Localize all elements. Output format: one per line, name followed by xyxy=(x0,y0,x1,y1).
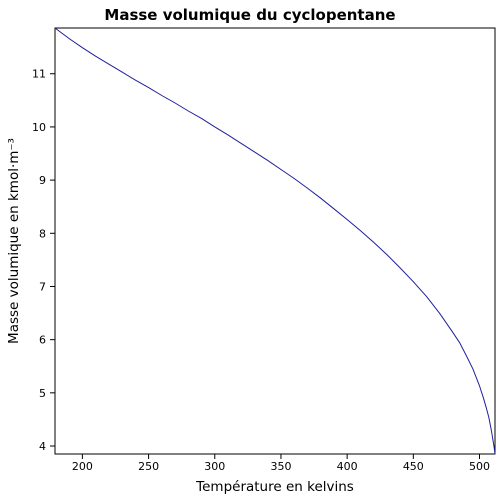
density-curve xyxy=(54,27,496,455)
y-tick-label: 11 xyxy=(32,68,46,81)
x-tick-label: 300 xyxy=(204,460,225,473)
y-tick-label: 9 xyxy=(39,174,46,187)
series-layer xyxy=(54,27,496,455)
y-tick-label: 7 xyxy=(39,280,46,293)
x-tick-label: 400 xyxy=(337,460,358,473)
y-tick-label: 10 xyxy=(32,121,46,134)
x-tick-label: 450 xyxy=(403,460,424,473)
y-tick-label: 8 xyxy=(39,227,46,240)
y-axis: 4 5 6 7 8 9 10 11 xyxy=(32,68,55,453)
x-axis-label: Température en kelvins xyxy=(195,479,354,495)
x-axis: 200 250 300 350 400 450 500 xyxy=(72,454,490,473)
y-tick-label: 4 xyxy=(39,440,46,453)
x-tick-label: 350 xyxy=(270,460,291,473)
x-tick-label: 250 xyxy=(138,460,159,473)
y-tick-label: 6 xyxy=(39,334,46,347)
chart-title: Masse volumique du cyclopentane xyxy=(104,6,395,24)
plot-area xyxy=(54,27,496,455)
y-axis-label: Masse volumique en kmol·m⁻³ xyxy=(6,138,22,344)
y-tick-label: 5 xyxy=(39,387,46,400)
x-tick-label: 500 xyxy=(469,460,490,473)
x-tick-label: 200 xyxy=(72,460,93,473)
